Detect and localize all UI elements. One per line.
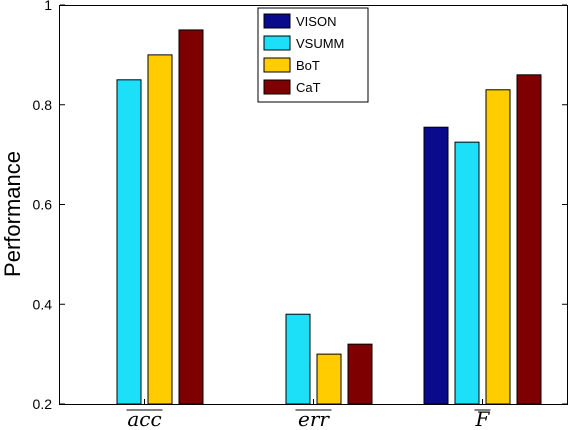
bar-bot-err [316, 353, 342, 405]
y-tick-label: 0.2 [33, 396, 53, 412]
legend-label-cat: CaT [296, 80, 321, 95]
bars-group [116, 29, 542, 405]
legend: VISON VSUMM BoT CaT [257, 7, 369, 103]
legend-label-bot: BoT [296, 58, 320, 73]
y-tick-label: 0.8 [33, 97, 53, 113]
bar-cat-acc [178, 29, 204, 405]
legend-label-vsumm: VSUMM [296, 36, 344, 51]
legend-swatch-cat [263, 79, 291, 95]
y-ticks: 0.2 0.4 0.6 0.8 1 [33, 0, 567, 412]
x-tick-label: err [298, 407, 330, 430]
bar-cat-f [516, 74, 542, 405]
y-tick-label: 0.4 [33, 296, 53, 312]
bar-vsumm-acc [116, 79, 142, 405]
bar-bot-f [485, 89, 511, 405]
legend-label-vison: VISON [296, 14, 336, 29]
bar-cat-err [347, 343, 373, 405]
bar-bot-acc [147, 54, 173, 405]
legend-swatch-vison [263, 13, 291, 29]
x-tick-label: acc [127, 407, 161, 430]
y-tick-label: 0.6 [33, 197, 53, 213]
bar-vsumm-err [285, 313, 311, 405]
bar-vsumm-f [454, 141, 480, 405]
bar-vison-f [423, 126, 449, 405]
legend-swatch-vsumm [263, 35, 291, 51]
x-ticks: acc err F [126, 399, 491, 430]
x-tick-label: F [475, 407, 491, 430]
legend-swatch-bot [263, 57, 291, 73]
plot-frame [59, 5, 568, 405]
y-tick-label: 1 [44, 0, 52, 13]
y-axis-label: Performance [0, 151, 25, 277]
